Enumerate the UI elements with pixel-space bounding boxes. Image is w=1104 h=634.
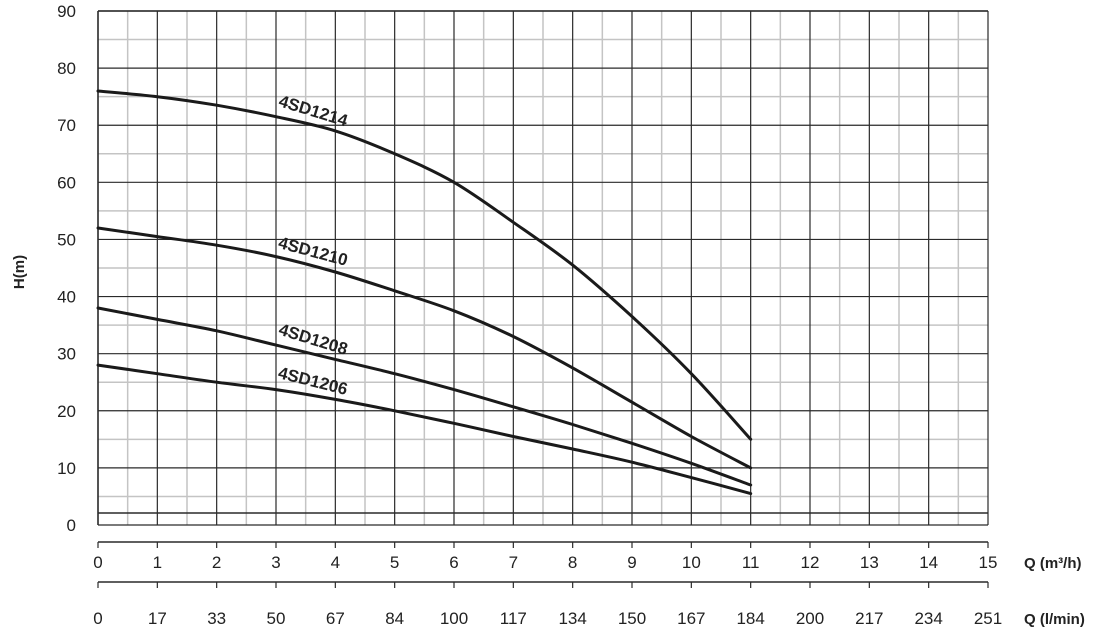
x-tick-label-lmin: 17: [148, 609, 167, 628]
x-tick-label-m3h: 3: [271, 553, 280, 572]
x-tick-label-lmin: 251: [974, 609, 1002, 628]
x-tick-label-m3h: 10: [682, 553, 701, 572]
x-tick-label-lmin: 84: [385, 609, 404, 628]
x-axis-title-m3h: Q (m³/h): [1024, 555, 1082, 572]
series-line-4sd1210: [96, 226, 753, 470]
x-tick-label-m3h: 11: [742, 553, 760, 572]
y-tick-label: 70: [57, 116, 76, 135]
x-tick-label-m3h: 8: [568, 553, 577, 572]
x-tick-label-m3h: 14: [919, 553, 938, 572]
x-tick-label-lmin: 200: [796, 609, 824, 628]
series-line-4sd1214: [96, 89, 753, 441]
series-line-4sd1206: [96, 363, 753, 496]
y-axis-title: H(m): [11, 255, 28, 289]
x-tick-label-m3h: 5: [390, 553, 399, 572]
y-tick-label: 80: [57, 59, 76, 78]
x-tick-label-lmin: 134: [558, 609, 586, 628]
y-tick-label: 10: [57, 459, 76, 478]
y-tick-label: 0: [67, 516, 76, 535]
x-tick-label-m3h: 4: [331, 553, 340, 572]
x-tick-label-m3h: 0: [93, 553, 102, 572]
x-tick-label-m3h: 9: [627, 553, 636, 572]
x-tick-label-lmin: 117: [500, 609, 527, 628]
y-tick-label: 40: [57, 288, 76, 307]
x-tick-label-lmin: 33: [207, 609, 226, 628]
x-tick-label-lmin: 234: [914, 609, 942, 628]
y-tick-label: 90: [57, 2, 76, 21]
y-tick-label: 50: [57, 230, 76, 249]
x-tick-label-lmin: 184: [736, 609, 764, 628]
y-tick-label: 20: [57, 402, 76, 421]
x-tick-label-lmin: 217: [855, 609, 883, 628]
x-tick-label-m3h: 15: [979, 553, 998, 572]
series-label-4sd1206: 4SD1206: [276, 363, 349, 399]
series-line-4sd1208: [96, 306, 753, 487]
x-tick-label-m3h: 1: [153, 553, 162, 572]
x-tick-label-m3h: 7: [509, 553, 518, 572]
y-tick-label: 60: [57, 173, 76, 192]
x-tick-label-lmin: 50: [267, 609, 286, 628]
x-tick-label-m3h: 13: [860, 553, 879, 572]
grid: [97, 10, 989, 526]
x-tick-label-m3h: 12: [801, 553, 820, 572]
x-axis-title-lmin: Q (l/min): [1024, 611, 1085, 628]
x-tick-label-lmin: 100: [440, 609, 468, 628]
x-tick-label-m3h: 6: [449, 553, 458, 572]
x-tick-label-lmin: 0: [93, 609, 102, 628]
x-tick-label-lmin: 150: [618, 609, 646, 628]
x-tick-label-lmin: 167: [677, 609, 705, 628]
x-tick-label-lmin: 67: [326, 609, 345, 628]
x-tick-label-m3h: 2: [212, 553, 221, 572]
curves: [96, 89, 753, 496]
y-tick-label: 30: [57, 345, 76, 364]
